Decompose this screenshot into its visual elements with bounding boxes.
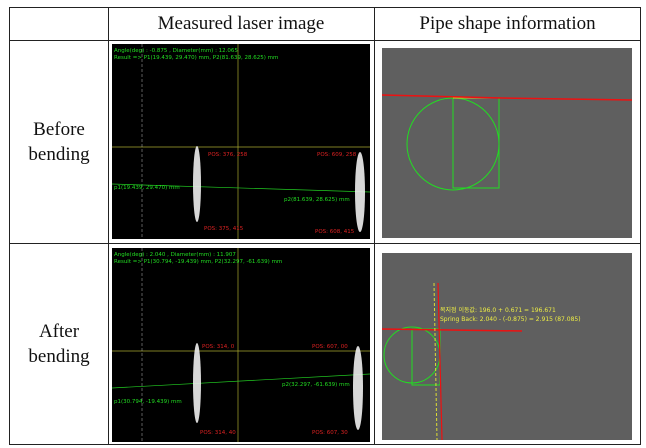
laser-image: Angle(deg) : 2.040 , Diameter(mm) : 11.9… <box>112 248 370 442</box>
header-cell: Measured laser image <box>108 8 374 40</box>
overlay-text: Angle(deg) : 2.040 , Diameter(mm) : 11.9… <box>114 252 236 258</box>
overlay-text: POS: 376, 258 <box>208 152 248 158</box>
overlay-text: Result => P1(19.439, 29.470) mm, P2(81.6… <box>114 55 278 61</box>
overlay-text: POS: 609, 258 <box>317 152 357 158</box>
overlay-text: Result => P1(30.794, -19.439) mm, P2(32.… <box>114 259 282 265</box>
row-label: Before bending <box>19 117 99 167</box>
overlay-text: POS: 607, 00 <box>312 344 348 350</box>
shape-image <box>382 48 632 238</box>
overlay-text: POS: 608, 415 <box>315 229 355 235</box>
overlay-text: POS: 314, 0 <box>202 344 235 350</box>
table-border <box>374 7 375 445</box>
table-border <box>9 444 641 445</box>
overlay-text: Angle(deg) : -0.875 , Diameter(mm) : 12.… <box>114 48 238 54</box>
shape-image: 목지점 이동값: 196.0 + 0.671 = 196.671 Spring … <box>382 253 632 440</box>
row-label: After bending <box>19 319 99 369</box>
overlay-text: p1(19.439, 29.470) mm <box>114 185 180 191</box>
row-label-cell: Before bending <box>10 41 108 243</box>
overlay-text: POS: 375, 415 <box>204 226 244 232</box>
laser-image: Angle(deg) : -0.875 , Diameter(mm) : 12.… <box>112 44 370 239</box>
header-cell: Pipe shape information <box>375 8 640 40</box>
overlay-text: 목지점 이동값: 196.0 + 0.671 = 196.671 <box>440 306 556 314</box>
overlay-text: p1(30.794, -19.439) mm <box>114 399 182 405</box>
overlay-text: POS: 607, 30 <box>312 430 348 436</box>
overlay-text: p2(32.297, -61.639) mm <box>282 382 350 388</box>
overlay-text: p2(81.639, 28.625) mm <box>284 197 350 203</box>
table-border <box>640 7 641 445</box>
overlay-text: Spring Back: 2.040 - (-0.875) = 2.915 (8… <box>440 316 581 323</box>
overlay-text: POS: 314, 40 <box>200 430 236 436</box>
table-border <box>108 7 109 445</box>
page: {"header": {"columns": ["Measured laser … <box>0 0 646 448</box>
row-label-cell: After bending <box>10 244 108 444</box>
